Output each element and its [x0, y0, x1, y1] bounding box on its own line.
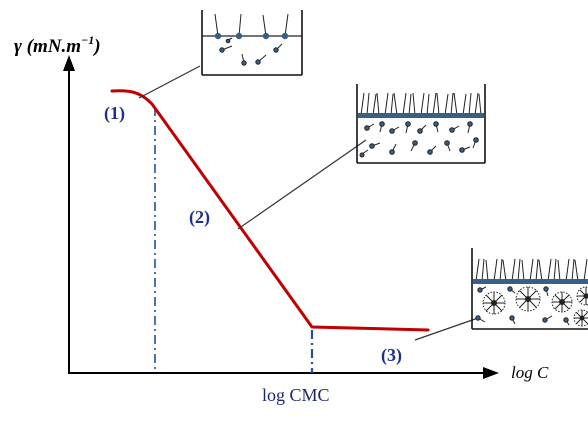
connector-1 [138, 65, 201, 99]
interface-surfactants [475, 258, 588, 282]
y-axis-arrow [63, 55, 75, 71]
micelles [482, 286, 588, 327]
dissolved-surfactants [219, 37, 283, 66]
interface-surfactants [214, 13, 289, 37]
x-axis-label: log C [511, 363, 549, 382]
beaker-intermediate-concentration [356, 84, 486, 164]
surface-tension-curve [110, 89, 430, 332]
micelle [482, 291, 506, 315]
region-label-1: (1) [104, 103, 125, 124]
x-axis-arrow [483, 367, 499, 379]
region-label-2: (2) [189, 207, 210, 228]
interface-surfactants [360, 92, 482, 116]
connector-2 [237, 139, 367, 230]
micelle [573, 309, 588, 327]
region-label-3: (3) [381, 345, 402, 366]
axes [63, 55, 499, 379]
micelle [551, 291, 573, 313]
y-axis-label-close: ) [92, 36, 100, 57]
dissolved-surfactants [475, 286, 570, 326]
y-axis-label: γ (mN.m−1) [14, 33, 101, 57]
cmc-label: log CMC [262, 385, 330, 405]
connector-3 [414, 317, 479, 341]
y-axis-label-exponent: −1 [81, 33, 94, 47]
beaker-micelles [471, 248, 588, 330]
beaker-low-concentration [201, 10, 303, 76]
micelle [515, 286, 541, 312]
dissolved-surfactants [359, 121, 479, 158]
micelle [576, 286, 588, 306]
y-axis-label-main: γ (mN.m [14, 36, 81, 57]
